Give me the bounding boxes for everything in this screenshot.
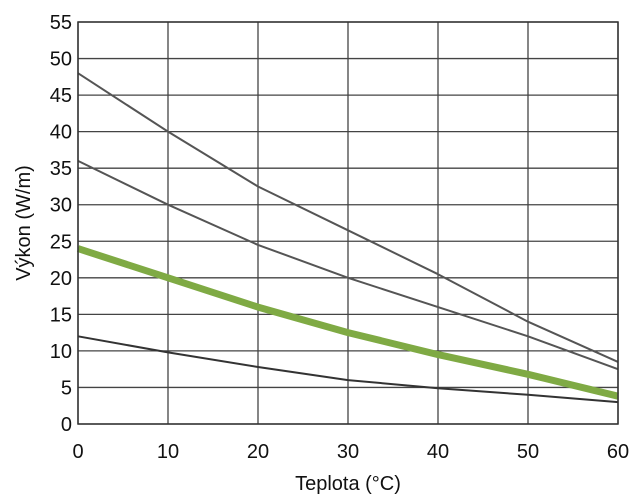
y-tick-label: 25 [50, 231, 72, 253]
x-tick-label: 0 [72, 441, 83, 463]
plot-frame [77, 21, 619, 425]
x-tick-label: 30 [337, 441, 359, 463]
x-tick-labels: 0 10 20 30 40 50 60 [72, 441, 629, 463]
y-tick-label: 5 [61, 377, 72, 399]
y-tick-label: 15 [50, 304, 72, 326]
y-tick-label: 55 [50, 12, 72, 34]
x-tick-label: 40 [427, 441, 449, 463]
y-axis-title: Výkon (W/m) [13, 165, 35, 281]
series-line-4 [77, 335, 619, 404]
y-tick-label: 0 [61, 414, 72, 436]
series-line-3 [76, 245, 619, 400]
y-tick-label: 50 [50, 49, 72, 71]
series-layer [76, 72, 619, 404]
y-tick-label: 35 [50, 158, 72, 180]
series-line-1 [77, 72, 619, 363]
x-tick-label: 50 [517, 441, 539, 463]
y-tick-label: 10 [50, 341, 72, 363]
y-tick-label: 40 [50, 122, 72, 144]
y-tick-label: 45 [50, 85, 72, 107]
x-tick-label: 10 [157, 441, 179, 463]
series-line-2 [77, 160, 619, 371]
x-tick-label: 20 [247, 441, 269, 463]
x-axis-title: Teplota (°C) [295, 473, 401, 495]
y-tick-label: 30 [50, 195, 72, 217]
y-tick-labels: 0 5 10 15 20 25 30 35 40 45 50 55 [50, 12, 72, 436]
x-tick-label: 60 [607, 441, 629, 463]
y-tick-label: 20 [50, 268, 72, 290]
